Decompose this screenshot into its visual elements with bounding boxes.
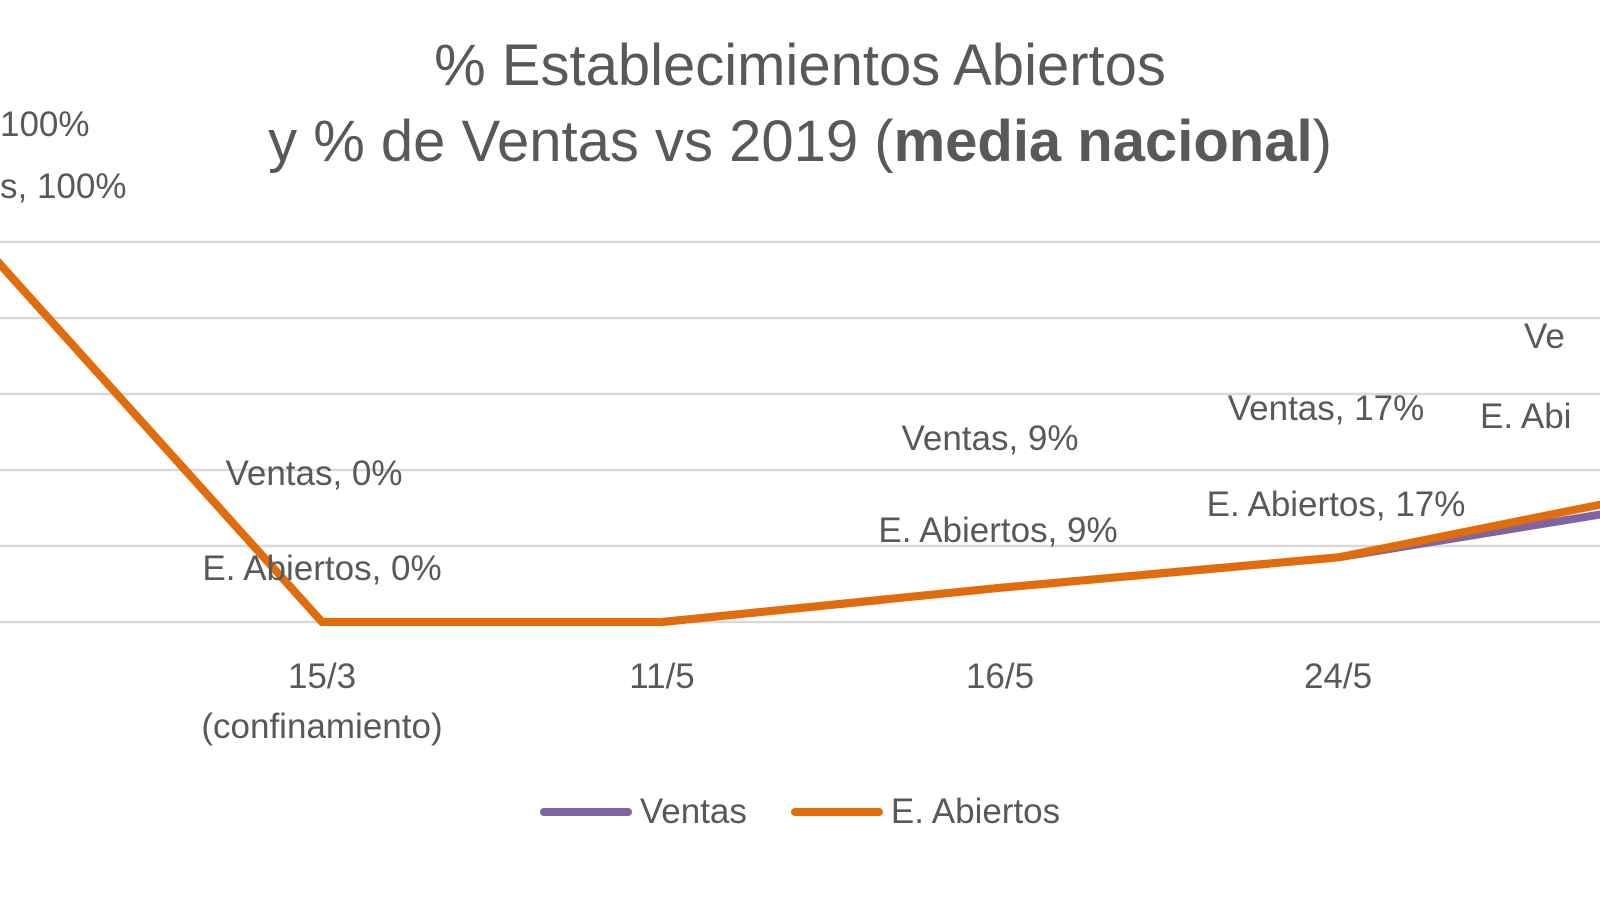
chart-title-line-2: y % de Ventas vs 2019 (media nacional) xyxy=(0,104,1600,180)
data-label: 100% xyxy=(0,105,90,144)
data-label: E. Abi xyxy=(1480,397,1571,436)
data-label: Ventas, 17% xyxy=(1228,389,1425,428)
series-line-abiertos xyxy=(0,258,1600,626)
chart-title: % Establecimientos Abiertos y % de Venta… xyxy=(0,28,1600,180)
legend-swatch-abiertos xyxy=(790,808,883,816)
chart-title-line-2-suffix: ) xyxy=(1312,109,1332,174)
data-label: E. Abiertos, 17% xyxy=(1207,485,1466,524)
x-tick-label: 16/5 xyxy=(966,657,1034,696)
data-label: Ventas, 0% xyxy=(225,454,402,493)
data-label: E. Abiertos, 9% xyxy=(878,511,1117,550)
legend-item-ventas[interactable]: Ventas xyxy=(539,792,747,832)
x-tick-label: 11/5 xyxy=(629,657,695,696)
data-label: Ve xyxy=(1524,317,1565,356)
chart-title-line-2-bold: media nacional xyxy=(893,109,1313,174)
chart-title-line-1: % Establecimientos Abiertos xyxy=(434,33,1166,98)
x-tick-label: (confinamiento) xyxy=(201,707,442,746)
data-label: E. Abiertos, 0% xyxy=(202,549,441,588)
data-label: Ventas, 9% xyxy=(901,419,1078,458)
chart-title-line-2-prefix: y % de Ventas vs 2019 ( xyxy=(268,109,894,174)
x-tick-label: 24/5 xyxy=(1304,657,1372,696)
legend-swatch-ventas xyxy=(539,808,632,816)
legend-item-abiertos[interactable]: E. Abiertos xyxy=(790,792,1061,832)
legend-label-ventas: Ventas xyxy=(639,792,747,831)
data-label: s, 100% xyxy=(0,167,126,206)
legend: Ventas E. Abiertos xyxy=(0,792,1600,832)
x-tick-label: 15/3 xyxy=(288,657,356,696)
legend-label-abiertos: E. Abiertos xyxy=(890,792,1061,831)
